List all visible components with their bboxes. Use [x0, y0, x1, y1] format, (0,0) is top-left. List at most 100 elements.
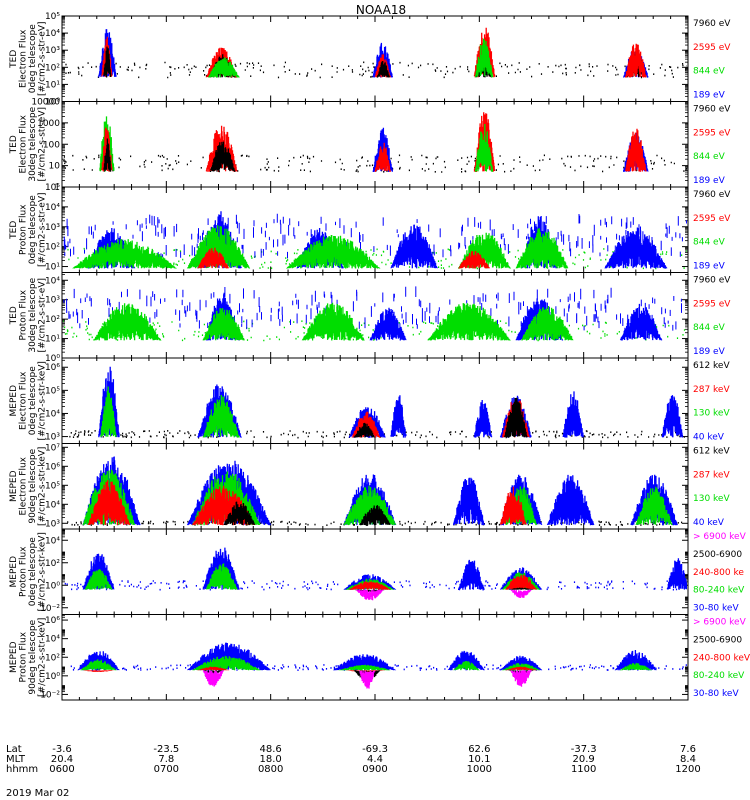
time-axis-footer: 2019 Mar 02 LatMLThhmm-3.620.40600-23.57…	[6, 744, 701, 799]
y-label-line: 0deg telescope	[28, 195, 38, 265]
series-burst-red	[625, 43, 647, 78]
y-label-line: MEPED	[9, 470, 19, 502]
y-label-line: 0deg telescope	[28, 537, 38, 607]
series-burst-blue	[390, 395, 407, 438]
y-axis-label: MEPED Electron Flux 0deg telescope [#/cm2-s…	[9, 361, 48, 440]
series-burst-green	[286, 235, 381, 269]
series-burst-red	[458, 251, 491, 269]
series-burst-green	[453, 661, 480, 671]
legend-entry: 2595 eV	[693, 43, 731, 53]
y-label-line: Proton Flux	[18, 631, 28, 682]
series-burst-magenta	[359, 670, 376, 689]
y-label-line: 30deg telescope	[28, 106, 38, 181]
y-tick-label: 10³	[45, 223, 60, 233]
y-label-line: TED	[9, 221, 19, 240]
y-label-line: MEPED	[9, 641, 19, 673]
panel-frame	[61, 101, 689, 188]
legend-entry: 40 keV	[693, 433, 725, 443]
footer-tick-lat: -69.3	[362, 744, 388, 755]
series-burst-green	[515, 228, 569, 269]
series-burst-green	[72, 239, 178, 269]
footer-tick-lat: -23.5	[153, 744, 179, 755]
series-baseline-spikes	[63, 286, 682, 331]
series-burst-green	[192, 655, 261, 671]
series-burst-black	[508, 587, 534, 590]
legend-entry: 189 eV	[693, 262, 726, 272]
series-burst-blue	[619, 303, 663, 341]
y-label-line: 90deg telescope	[28, 619, 38, 694]
series-burst-green	[80, 659, 117, 671]
panel-data	[65, 27, 687, 79]
y-tick-label: 10²	[45, 63, 60, 73]
y-tick-label: 10³	[45, 519, 60, 529]
series-burst-blue	[453, 477, 485, 526]
y-axis-label: TED Electron Flux 0deg telescope [#/cm2-s-s…	[9, 21, 48, 96]
series-burst-green	[474, 38, 494, 78]
y-label-line: [#/cm2-s-str-keV]	[37, 361, 47, 440]
y-tick-label: 10⁰	[45, 98, 60, 108]
y-tick-label: 10⁴	[45, 409, 60, 419]
y-axis-label: MEPED Electron Flux 90deg telescope [#/cm2-…	[9, 447, 48, 526]
y-tick-label: 10⁴	[45, 276, 60, 286]
legend-entry: 130 keV	[693, 409, 730, 419]
series-burst-magenta	[510, 670, 532, 687]
series-burst-green	[93, 303, 162, 341]
y-label-line: Proton Flux	[18, 546, 28, 597]
series-burst-green	[338, 664, 391, 671]
legend-entry: 30-80 keV	[693, 689, 739, 699]
y-axis-label: MEPED Proton Flux 0deg telescope [#/cm2-s-s…	[9, 532, 48, 611]
panel-data	[70, 642, 687, 689]
y-tick-label: 10²	[45, 243, 60, 253]
y-tick-label: 10²	[45, 559, 60, 569]
panel-data	[64, 547, 687, 601]
y-tick-label: 10⁴	[45, 203, 60, 213]
legend-entry: 189 eV	[693, 347, 726, 357]
legend-entry: 844 eV	[693, 67, 726, 77]
footer-tick-mlt: 8.4	[680, 754, 696, 765]
y-tick-label: 10³	[45, 296, 60, 306]
series-burst-blue	[666, 558, 687, 590]
series-burst-red	[505, 574, 537, 590]
series-burst-magenta	[355, 589, 384, 601]
series-burst-green	[202, 395, 240, 438]
series-burst-red	[197, 247, 230, 269]
footer-tick-time: 0600	[49, 764, 74, 775]
y-label-line: Electron Flux	[18, 371, 28, 430]
footer-tick-time: 0700	[154, 764, 179, 775]
series-burst-blue	[473, 400, 493, 438]
footer-row-label: hhmm	[6, 764, 38, 775]
series-burst-green	[635, 486, 673, 526]
footer-tick-mlt: 18.0	[260, 754, 282, 765]
y-axis-label: TED Proton Flux 30deg telescope [#/cm2-s-st…	[9, 277, 48, 352]
series-burst-red	[197, 666, 230, 671]
panel-frame	[61, 528, 689, 615]
y-label-line: MEPED	[9, 556, 19, 588]
y-label-line: [#/cm2-s-str-eV]	[37, 21, 47, 96]
y-label-line: MEPED	[9, 385, 19, 417]
y-label-line: TED	[9, 50, 19, 69]
series-burst-black	[504, 397, 528, 438]
footer-row-label: Lat	[6, 744, 22, 755]
legend-entry: 189 eV	[693, 91, 726, 101]
legend-entry: 189 eV	[693, 176, 726, 186]
y-label-line: [#/cm2-s-str-eV]	[37, 192, 47, 267]
y-tick-label: 10⁻²	[40, 690, 60, 700]
y-tick-label: 10⁵	[45, 481, 60, 491]
legend-entry: 2595 eV	[693, 299, 731, 309]
panel-data	[67, 456, 683, 526]
series-burst-green	[520, 306, 574, 341]
legend-entry: 240-800 ke	[693, 568, 744, 578]
series-burst-black	[103, 46, 112, 78]
footer-tick-mlt: 7.8	[158, 754, 174, 765]
y-tick-label: 10³	[45, 433, 60, 443]
y-tick-label: 10	[49, 162, 61, 172]
series-burst-blue	[562, 391, 584, 438]
legend-entry: 844 eV	[693, 152, 726, 162]
y-tick-label: 1	[54, 183, 60, 193]
series-burst-magenta	[510, 589, 532, 598]
footer-tick-mlt: 20.9	[573, 754, 595, 765]
